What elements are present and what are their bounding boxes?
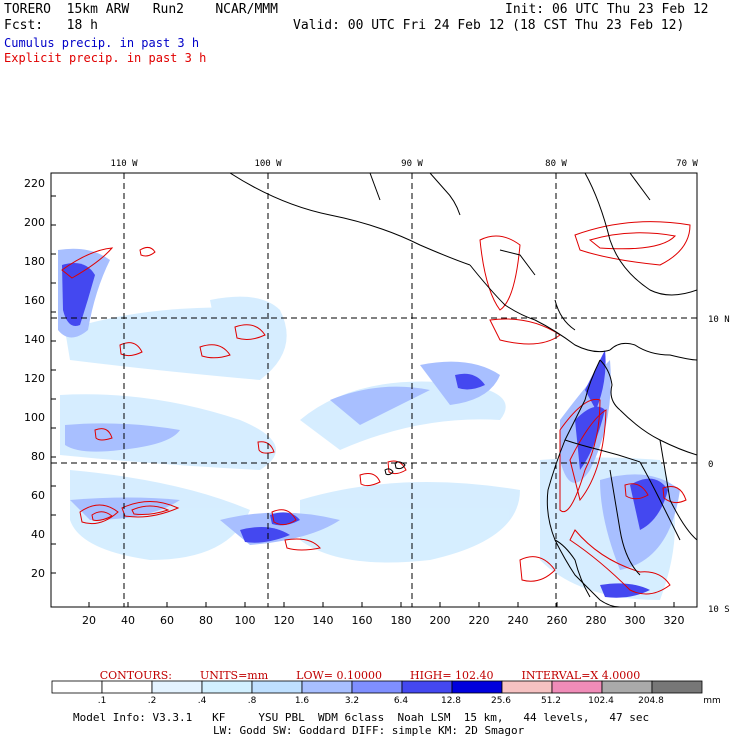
physics-info: LW: Godd SW: Goddard DIFF: simple KM: 2D… bbox=[213, 724, 525, 737]
colorbar-label: 102.4 bbox=[588, 696, 614, 706]
y-tick-label: 20 bbox=[31, 567, 45, 580]
y-tick-label: 200 bbox=[24, 216, 45, 229]
contours-high: HIGH= 102.40 bbox=[410, 669, 494, 682]
colorbar-label: 1.6 bbox=[295, 696, 310, 706]
x-tick-label: 20 bbox=[82, 614, 96, 627]
y-tick-label: 120 bbox=[24, 372, 45, 385]
x-tick-label: 40 bbox=[121, 614, 135, 627]
colorbar-cell bbox=[151, 680, 203, 694]
colorbar-cell bbox=[101, 680, 153, 694]
x-tick-label: 100 bbox=[235, 614, 256, 627]
lat-labels: 10 N 0 10 S bbox=[708, 315, 730, 615]
x-tick-label: 240 bbox=[508, 614, 529, 627]
model-info: Model Info: V3.3.1 KF YSU PBL WDM 6class… bbox=[73, 711, 650, 724]
colorbar bbox=[51, 680, 703, 694]
lon-label: 90 W bbox=[401, 159, 423, 169]
x-tick-label: 220 bbox=[469, 614, 490, 627]
y-tick-label: 40 bbox=[31, 528, 45, 541]
coastlines bbox=[229, 173, 697, 607]
x-tick-label: 260 bbox=[547, 614, 568, 627]
y-tick-label: 140 bbox=[24, 333, 45, 346]
contours-info: CONTOURS: UNITS=mm LOW= 0.10000 HIGH= 102.4… bbox=[0, 669, 740, 682]
x-tick-label: 60 bbox=[160, 614, 174, 627]
contours-label: CONTOURS: bbox=[99, 669, 172, 682]
colorbar-cell bbox=[651, 680, 703, 694]
colorbar-label: 204.8 bbox=[638, 696, 664, 706]
x-tick-label: 160 bbox=[352, 614, 373, 627]
colorbar-label: 3.2 bbox=[345, 696, 359, 706]
legend-explicit: Explicit precip. in past 3 h bbox=[4, 51, 207, 65]
colorbar-cell bbox=[451, 680, 503, 694]
x-tick-label: 320 bbox=[664, 614, 685, 627]
precip-field bbox=[58, 221, 691, 600]
model-run-title: TORERO 15km ARW Run2 NCAR/MMM bbox=[4, 2, 278, 17]
lat-label: 0 bbox=[708, 460, 713, 470]
colorbar-cell bbox=[551, 680, 603, 694]
lat-label: 10 N bbox=[708, 315, 730, 325]
valid-time: Valid: 00 UTC Fri 24 Feb 12 (18 CST Thu … bbox=[293, 18, 685, 33]
y-tick-label: 160 bbox=[24, 294, 45, 307]
x-tick-label: 300 bbox=[625, 614, 646, 627]
colorbar-cell bbox=[401, 680, 453, 694]
colorbar-unit: mm bbox=[703, 696, 721, 706]
x-tick-label: 200 bbox=[430, 614, 451, 627]
lon-label: 110 W bbox=[110, 159, 138, 169]
colorbar-cell bbox=[201, 680, 253, 694]
legend-cumulus: Cumulus precip. in past 3 h bbox=[4, 36, 200, 50]
colorbar-label: .8 bbox=[248, 696, 257, 706]
forecast-hour: Fcst: 18 h bbox=[4, 18, 98, 33]
colorbar-label: 25.6 bbox=[491, 696, 511, 706]
x-tick-label: 80 bbox=[199, 614, 213, 627]
colorbar-cell bbox=[251, 680, 303, 694]
y-tick-label: 180 bbox=[24, 255, 45, 268]
graticule bbox=[51, 173, 697, 607]
contours-low: LOW= 0.10000 bbox=[296, 669, 382, 682]
colorbar-cell bbox=[301, 680, 353, 694]
x-tick-label: 140 bbox=[313, 614, 334, 627]
colorbar-cell bbox=[601, 680, 653, 694]
y-tick-labels: 20 40 60 80 100 120 140 160 180 200 220 bbox=[24, 177, 45, 580]
lat-label: 10 S bbox=[708, 605, 730, 615]
contours-interval: INTERVAL=X 4.0000 bbox=[521, 669, 641, 682]
x-tick-label: 280 bbox=[586, 614, 607, 627]
x-tick-label: 180 bbox=[391, 614, 412, 627]
colorbar-label: 6.4 bbox=[394, 696, 409, 706]
colorbar-cell bbox=[351, 680, 403, 694]
y-tick-label: 60 bbox=[31, 489, 45, 502]
map-frame bbox=[50, 172, 698, 608]
contours-units: UNITS=mm bbox=[199, 669, 269, 682]
x-tick-labels: 20 40 60 80 100 120 140 160 180 200 220 … bbox=[82, 614, 685, 627]
colorbar-label: .4 bbox=[198, 696, 207, 706]
y-tick-label: 100 bbox=[24, 411, 45, 424]
lon-labels: 110 W 100 W 90 W 80 W 70 W bbox=[110, 159, 698, 169]
y-tick-label: 80 bbox=[31, 450, 45, 463]
colorbar-cell bbox=[501, 680, 553, 694]
colorbar-label: 12.8 bbox=[441, 696, 461, 706]
colorbar-label: .1 bbox=[98, 696, 107, 706]
lon-label: 70 W bbox=[676, 159, 698, 169]
colorbar-cell bbox=[51, 680, 103, 694]
init-time: Init: 06 UTC Thu 23 Feb 12 bbox=[505, 2, 709, 17]
colorbar-labels: .1 .2 .4 .8 1.6 3.2 6.4 12.8 25.6 51.2 1… bbox=[98, 696, 721, 706]
colorbar-label: 51.2 bbox=[541, 696, 561, 706]
y-tick-label: 220 bbox=[24, 177, 45, 190]
x-tick-label: 120 bbox=[274, 614, 295, 627]
axis-ticks bbox=[51, 195, 675, 607]
lon-label: 100 W bbox=[254, 159, 282, 169]
colorbar-label: .2 bbox=[148, 696, 157, 706]
lon-label: 80 W bbox=[545, 159, 567, 169]
